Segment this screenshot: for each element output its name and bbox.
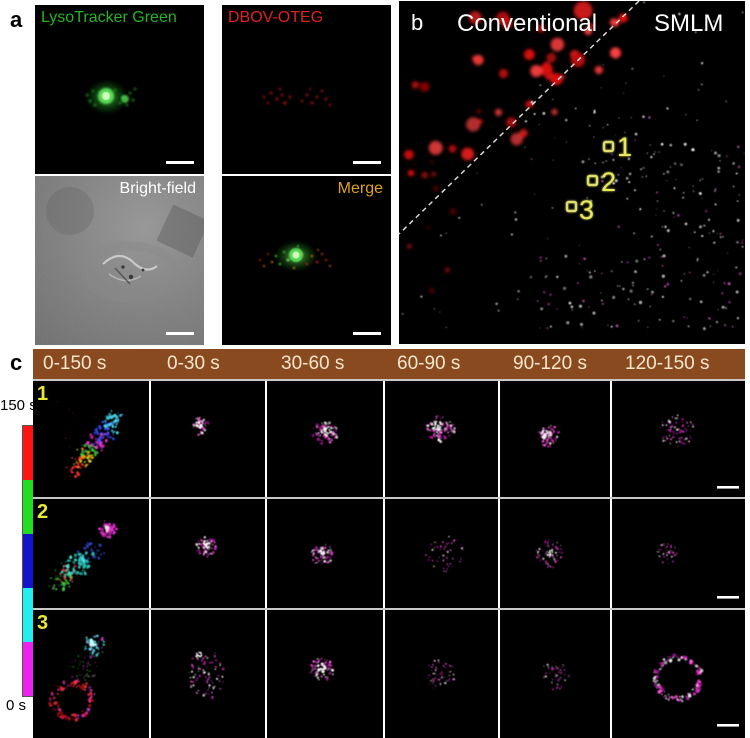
svg-text:1: 1 [617, 132, 632, 162]
svg-text:Conventional: Conventional [457, 10, 597, 37]
svg-text:3: 3 [579, 195, 594, 225]
svg-text:b: b [411, 10, 423, 35]
svg-text:2: 2 [601, 167, 616, 197]
svg-text:SMLM: SMLM [654, 10, 723, 37]
